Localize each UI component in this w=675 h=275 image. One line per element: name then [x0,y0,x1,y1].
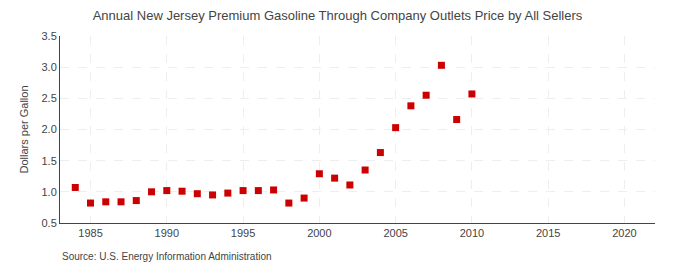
svg-text:1995: 1995 [231,227,255,239]
svg-text:0.5: 0.5 [42,217,57,229]
svg-text:3.5: 3.5 [42,30,57,42]
svg-text:2005: 2005 [383,227,407,239]
svg-text:2.5: 2.5 [42,92,57,104]
svg-text:Dollars per Gallon: Dollars per Gallon [18,85,30,173]
svg-text:2010: 2010 [460,227,484,239]
svg-text:1.0: 1.0 [42,186,57,198]
svg-text:1985: 1985 [78,227,102,239]
svg-text:2000: 2000 [307,227,331,239]
svg-text:3.0: 3.0 [42,61,57,73]
svg-text:Source: U.S. Energy Informatio: Source: U.S. Energy Information Administ… [62,251,272,262]
svg-text:1.5: 1.5 [42,155,57,167]
svg-text:2015: 2015 [536,227,560,239]
svg-text:Annual New Jersey Premium Gaso: Annual New Jersey Premium Gasoline Throu… [93,8,583,23]
svg-text:2020: 2020 [612,227,636,239]
svg-text:1990: 1990 [155,227,179,239]
svg-text:2.0: 2.0 [42,123,57,135]
